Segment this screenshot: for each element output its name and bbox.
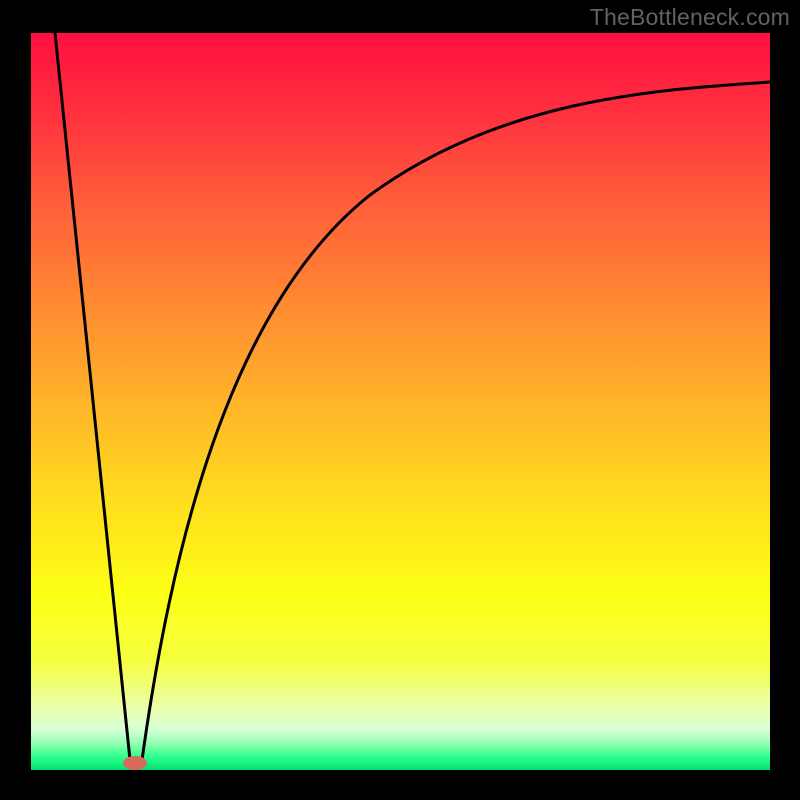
- watermark-text: TheBottleneck.com: [590, 4, 790, 31]
- gradient-background: [31, 33, 770, 770]
- vertex-marker: [123, 756, 147, 770]
- chart-svg: [0, 0, 800, 800]
- chart-stage: TheBottleneck.com: [0, 0, 800, 800]
